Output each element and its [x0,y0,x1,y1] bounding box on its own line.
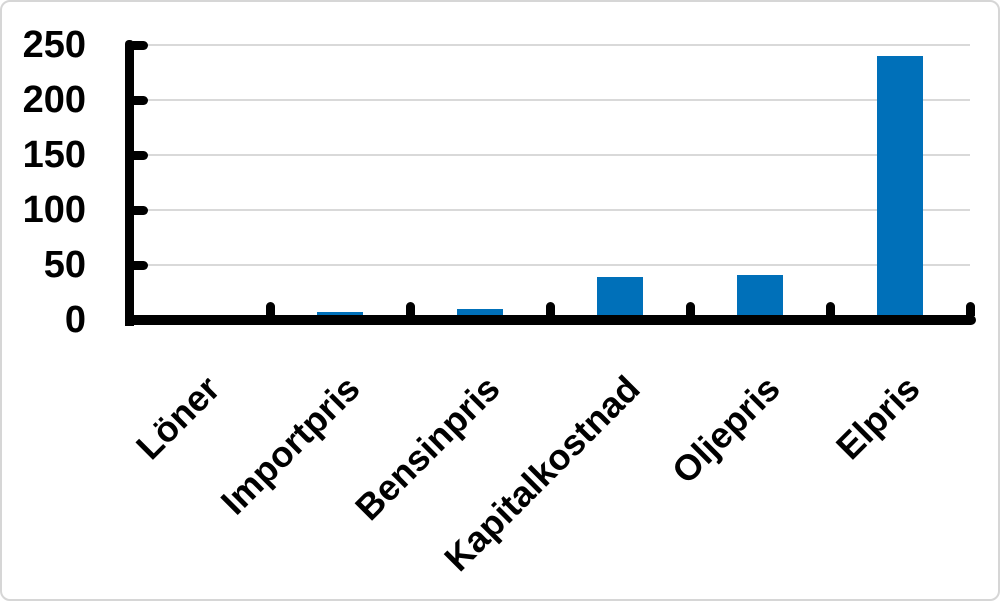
y-axis-label-250: 250 [22,24,86,66]
x-axis-line [125,315,976,325]
y-axis-tick-50 [133,260,148,270]
y-axis-label-50: 50 [43,244,86,286]
x-axis-tick-3 [545,302,555,316]
y-axis-label-200: 200 [22,79,86,121]
y-axis-label-100: 100 [22,189,86,231]
bar-kapitalkostnad [597,277,643,320]
x-axis-tick-5 [825,302,835,316]
y-axis-line [125,40,134,326]
x-axis-label-oljepris: Oljepris [663,367,788,492]
gridline-150 [135,154,970,156]
bar-bensinpris [457,309,503,320]
gridline-100 [135,209,970,211]
x-axis-tick-4 [685,302,695,316]
x-axis-tick-2 [405,302,415,316]
y-axis-tick-100 [133,205,148,215]
y-axis-tick-200 [133,95,148,105]
x-axis-label-importpris: Importpris [212,367,368,523]
x-axis-tick-1 [265,302,275,316]
bar-elpris [877,56,923,320]
x-axis-label-löner: Löner [127,367,228,468]
y-axis-label-0: 0 [64,299,86,341]
y-axis-label-150: 150 [22,134,86,176]
bar-oljepris [737,274,783,320]
x-axis-label-elpris: Elpris [827,367,928,468]
y-axis-tick-250 [133,40,148,50]
gridline-250 [135,44,970,46]
gridline-200 [135,99,970,101]
gridline-50 [135,264,970,266]
x-axis-tick-6 [965,302,975,316]
y-axis-tick-150 [133,150,148,160]
